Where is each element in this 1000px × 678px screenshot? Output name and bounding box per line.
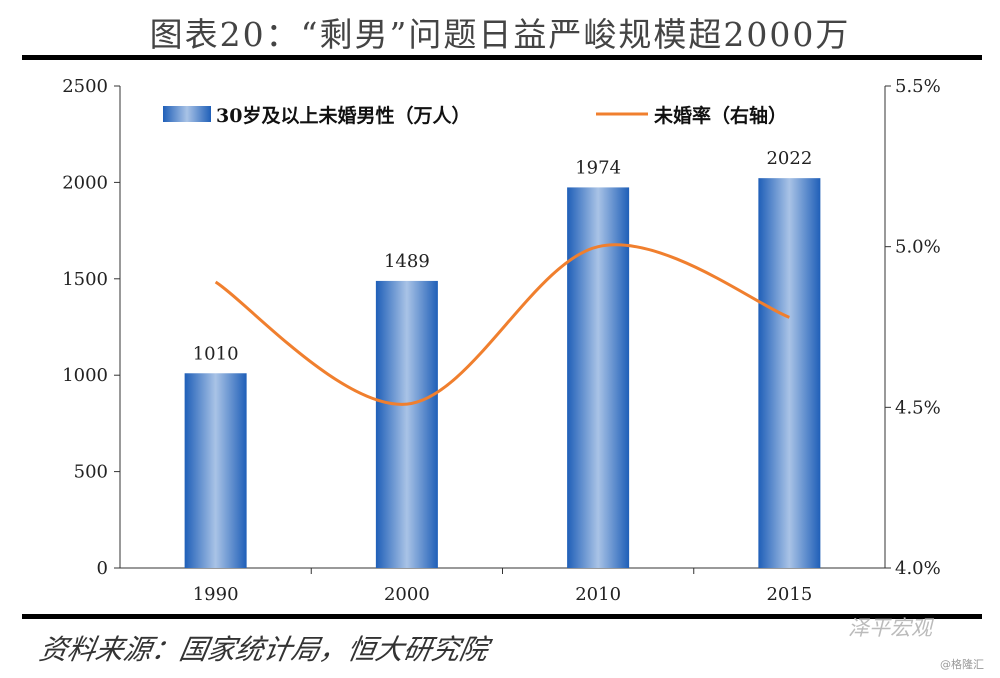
left-tick-label: 1500 — [62, 269, 108, 290]
x-tick-label: 2000 — [384, 584, 430, 605]
left-tick-label: 500 — [74, 462, 108, 483]
bar — [758, 178, 821, 569]
bar — [184, 373, 247, 568]
top-rule — [22, 55, 982, 60]
bar — [375, 280, 438, 568]
x-tick-label: 2015 — [766, 584, 812, 605]
rate-line — [214, 243, 790, 406]
bottom-rule — [22, 614, 982, 619]
source-note: 资料来源：国家统计局，恒大研究院 — [36, 633, 491, 666]
bar — [567, 187, 630, 569]
right-tick-label: 5.5% — [895, 76, 941, 97]
right-tick-label: 5.0% — [895, 237, 941, 258]
bar-data-label: 1010 — [193, 343, 239, 364]
right-tick-label: 4.0% — [895, 558, 941, 579]
left-tick-label: 1000 — [62, 365, 108, 386]
x-tick-label: 1990 — [193, 584, 239, 605]
left-tick-label: 2000 — [62, 172, 108, 193]
legend-line-label: 未婚率（右轴） — [653, 104, 787, 127]
legend-bar-label: 30岁及以上未婚男性（万人） — [216, 104, 470, 127]
x-tick-label: 2010 — [575, 584, 621, 605]
bar-data-label: 1974 — [575, 157, 621, 178]
watermark-sub: @格隆汇 — [940, 658, 984, 671]
watermark: 泽平宏观 — [848, 616, 932, 640]
legend-bar-swatch — [163, 106, 211, 122]
bar-data-label: 2022 — [766, 148, 812, 169]
left-tick-label: 0 — [97, 558, 108, 579]
left-tick-label: 2500 — [62, 76, 108, 97]
bar-data-label: 1489 — [384, 251, 430, 272]
right-tick-label: 4.5% — [895, 397, 941, 418]
chart-title: 图表20：“剩男”问题日益严峻规模超2000万 — [149, 15, 851, 54]
